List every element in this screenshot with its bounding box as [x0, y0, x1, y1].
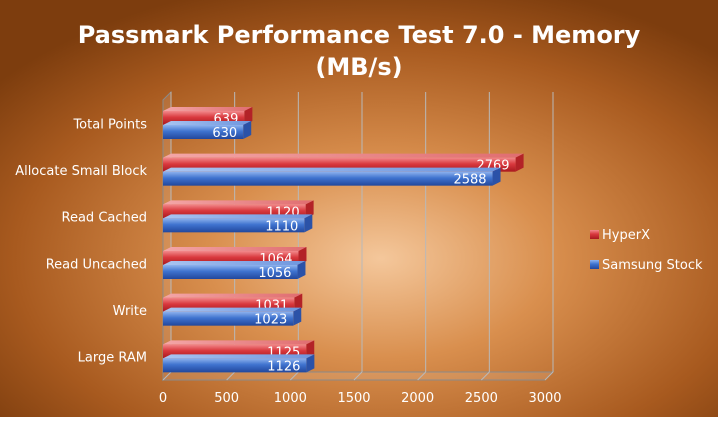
- category-label: Read Uncached: [46, 257, 147, 272]
- x-gridline-floor: [480, 371, 490, 381]
- bar-end-face: [243, 121, 252, 139]
- bar-end-face: [298, 247, 307, 265]
- bar-top-face: [163, 121, 252, 125]
- bar-end-face: [294, 293, 303, 312]
- bar-front-face: [163, 218, 305, 233]
- bar-top-face: [163, 247, 307, 251]
- bar-front-face: [163, 125, 244, 139]
- category-label: Read Cached: [62, 211, 147, 226]
- category-label: Allocate Small Block: [15, 164, 147, 179]
- chart-subtitle: (MB/s): [315, 53, 402, 81]
- bar-samsung-stock: [163, 354, 315, 373]
- x-gridline-floor: [226, 371, 236, 381]
- bar-top-face: [163, 307, 302, 312]
- bar-front-face: [163, 311, 294, 326]
- bar-end-face: [306, 340, 315, 359]
- bar-end-face: [244, 107, 253, 125]
- bar-samsung-stock: [163, 121, 252, 139]
- bar-front-face: [163, 358, 307, 373]
- bar-samsung-stock: [163, 214, 313, 233]
- x-gridline-floor: [417, 371, 427, 381]
- bar-top-face: [163, 293, 303, 298]
- legend-swatch: [590, 230, 599, 239]
- bar-top-face: [163, 167, 501, 172]
- data-label: 1126: [267, 359, 300, 374]
- data-label: 1023: [254, 313, 287, 328]
- legend-swatch: [590, 260, 599, 269]
- x-tick-label: 1000: [274, 391, 307, 406]
- category-label: Write: [113, 304, 147, 319]
- legend-label: HyperX: [602, 228, 650, 243]
- bar-end-face: [306, 354, 315, 373]
- bar-end-face: [304, 214, 313, 233]
- x-tick-label: 2500: [465, 391, 498, 406]
- x-gridline-floor: [289, 371, 299, 381]
- bar-top-face: [163, 200, 314, 205]
- x-gridline-floor: [353, 371, 363, 381]
- x-tick-label: 1500: [337, 391, 370, 406]
- bar-top-face: [163, 354, 315, 359]
- x-tick-label: 0: [159, 391, 167, 406]
- bar-top-face: [163, 261, 306, 265]
- category-label: Total Points: [72, 117, 147, 132]
- x-tick-label: 3000: [528, 391, 561, 406]
- data-label: 1056: [258, 266, 291, 281]
- bar-top-face: [163, 214, 313, 219]
- legend: HyperX Samsung Stock: [590, 228, 703, 273]
- bar-end-face: [305, 200, 314, 219]
- bar-top-face: [163, 107, 253, 111]
- x-tick-label: 500: [214, 391, 239, 406]
- bar-samsung-stock: [163, 167, 501, 186]
- data-label: 2588: [453, 173, 486, 188]
- x-tick-label: 2000: [401, 391, 434, 406]
- bar-top-face: [163, 153, 524, 158]
- data-label: 1110: [265, 219, 298, 234]
- bar-samsung-stock: [163, 307, 302, 326]
- bar-samsung-stock: [163, 261, 306, 279]
- bar-end-face: [297, 261, 306, 279]
- bar-top-face: [163, 340, 315, 345]
- category-label: Large RAM: [78, 351, 147, 366]
- bar-front-face: [163, 171, 493, 186]
- legend-label: Samsung Stock: [602, 258, 703, 273]
- data-label: 630: [212, 126, 237, 141]
- bar-end-face: [492, 167, 501, 186]
- bar-end-face: [515, 153, 524, 172]
- x-gridline-floor: [544, 371, 554, 381]
- x-gridline-floor: [162, 371, 172, 381]
- chart-title: Passmark Performance Test 7.0 - Memory: [78, 21, 641, 49]
- bar-front-face: [163, 265, 298, 279]
- bar-end-face: [293, 307, 302, 326]
